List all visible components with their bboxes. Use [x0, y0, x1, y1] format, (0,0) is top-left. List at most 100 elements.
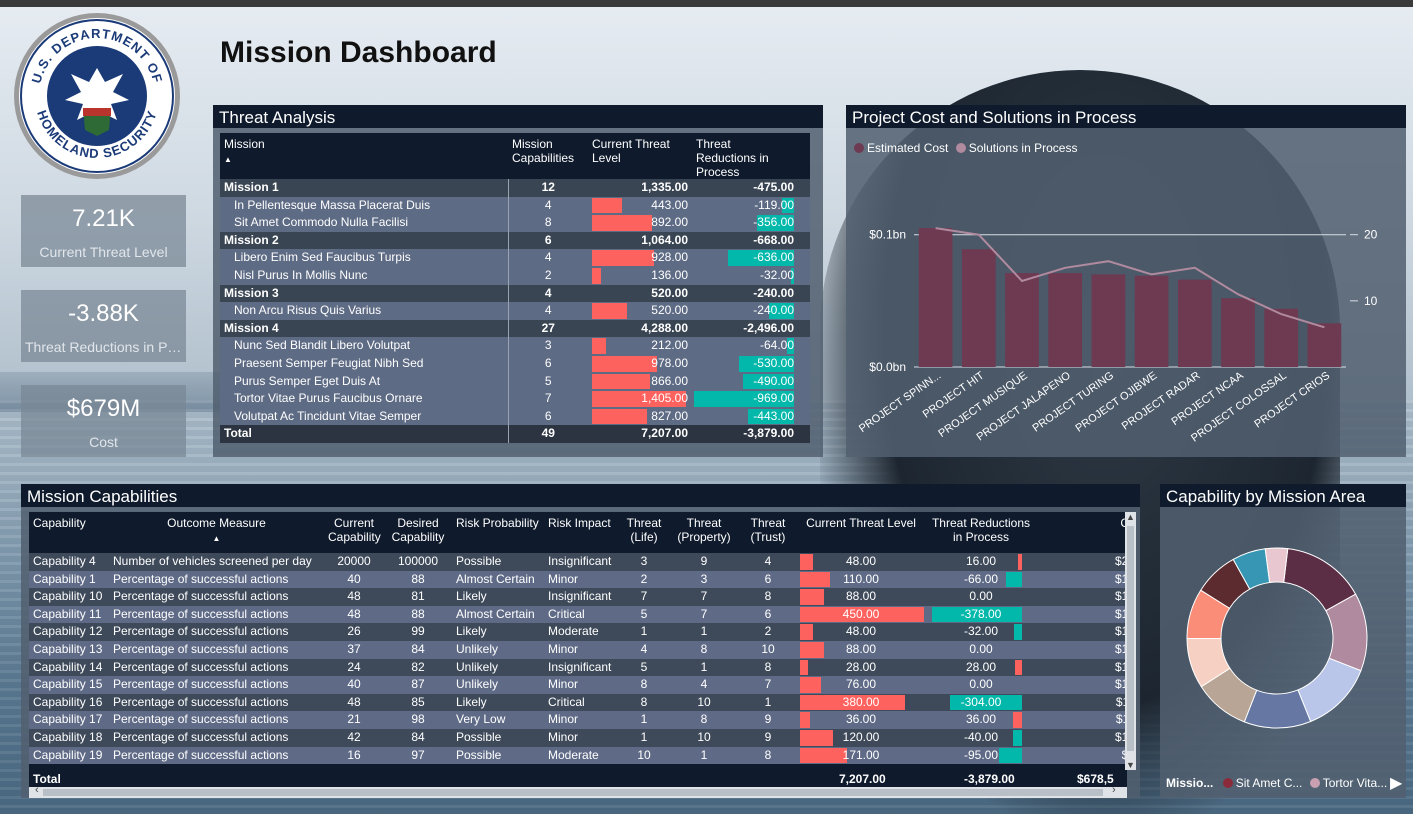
- threat-reduction-bar: [748, 408, 794, 425]
- table-row[interactable]: Capability 1 Percentage of successful act…: [29, 570, 1127, 589]
- col-header-risk-probability[interactable]: Risk Probability: [456, 516, 539, 530]
- current-capability-cell: 48: [324, 588, 384, 606]
- current-capability-cell: 40: [324, 676, 384, 694]
- legend-dot: [1309, 778, 1320, 788]
- table-row[interactable]: Capability 4 Number of vehicles screened …: [29, 553, 1127, 571]
- legend-label[interactable]: Tortor Vita...: [1322, 776, 1388, 790]
- legend-dot-solutions: [955, 143, 966, 153]
- scroll-up-icon[interactable]: ▲: [1126, 512, 1135, 522]
- threat-trust-cell: 1: [740, 693, 796, 712]
- kpi-card-current-threat[interactable]: 7.21K Current Threat Level: [21, 195, 186, 267]
- risk-impact-cell: Insignificant: [544, 588, 620, 606]
- col-header-threat-property[interactable]: Threat (Property): [677, 516, 731, 544]
- kpi-card-cost[interactable]: $679M Cost: [21, 385, 186, 457]
- cost-cell: $10,0: [1036, 676, 1127, 694]
- y-tick-label-right: 20: [1364, 228, 1378, 242]
- col-header-risk-impact[interactable]: Risk Impact: [548, 516, 611, 530]
- donut-slice[interactable]: [1264, 547, 1289, 584]
- capabilities-cell: 2: [507, 266, 588, 285]
- current-threat-bar: [592, 338, 607, 354]
- table-row[interactable]: Capability 17 Percentage of successful ac…: [29, 711, 1127, 729]
- threat-life-cell: 5: [620, 658, 668, 677]
- table-row[interactable]: Mission 4 27 4,288.00 -2,496.00: [220, 319, 810, 338]
- threat-reduction-cell: -378.00: [926, 605, 1036, 624]
- col-header-threat-life[interactable]: Threat (Life): [626, 516, 662, 544]
- col-header-capability[interactable]: Capability: [33, 516, 86, 530]
- capability-cell: Capability 13: [29, 640, 109, 659]
- kpi-value: -3.88K: [68, 300, 139, 327]
- vertical-scroll-thumb[interactable]: [1127, 526, 1134, 751]
- legend-next-arrow-icon[interactable]: ▶: [1390, 775, 1403, 792]
- horizontal-scroll-thumb[interactable]: [43, 789, 1103, 796]
- table-row[interactable]: Capability 12 Percentage of successful ac…: [29, 623, 1127, 641]
- scroll-left-icon[interactable]: ‹: [35, 784, 39, 796]
- table-row[interactable]: Capability 16 Percentage of successful ac…: [29, 693, 1127, 712]
- table-row[interactable]: Capability 11 Percentage of successful ac…: [29, 605, 1127, 624]
- threat-life-cell: 1: [620, 711, 668, 729]
- table-row[interactable]: Mission 2 6 1,064.00 -668.00: [220, 231, 810, 250]
- table-row[interactable]: Sit Amet Commodo Nulla Facilisi 8 892.00 -3…: [220, 214, 810, 232]
- col-header-capabilities[interactable]: Mission Capabilities: [512, 137, 575, 165]
- col-header-current-capability[interactable]: Current Capability: [328, 516, 381, 544]
- threat-life-cell: 7: [620, 588, 668, 606]
- table-row[interactable]: Nisl Purus In Mollis Nunc 2 136.00 -32.00: [220, 266, 810, 285]
- legend-label-estimated-cost[interactable]: Estimated Cost: [867, 141, 949, 155]
- col-header-threat-trust[interactable]: Threat (Trust): [750, 516, 786, 544]
- vertical-scrollbar[interactable]: ▲ ▼: [1125, 512, 1136, 770]
- table-row[interactable]: Purus Semper Eget Duis At 5 866.00 -490.00: [220, 372, 810, 391]
- threat-reduction-bar: [999, 747, 1022, 764]
- table-row[interactable]: Capability 13 Percentage of successful ac…: [29, 640, 1127, 659]
- col-header-current-threat-level[interactable]: Current Threat Level: [806, 516, 916, 530]
- threat-reduction-bar: [694, 391, 794, 407]
- risk-probability-cell: Likely: [452, 693, 544, 712]
- table-row[interactable]: Volutpat Ac Tincidunt Vitae Semper 6 827.0…: [220, 407, 810, 426]
- legend-label[interactable]: Sit Amet C...: [1235, 776, 1303, 790]
- threat-reduction-cell: -490.00: [692, 372, 798, 391]
- current-threat-cell: 520.00: [588, 284, 692, 303]
- kpi-card-threat-reductions[interactable]: -3.88K Threat Reductions in Process: [21, 290, 186, 362]
- current-threat-bar: [800, 589, 825, 605]
- current-threat-bar: [800, 554, 814, 570]
- table-row[interactable]: Praesent Semper Feugiat Nibh Sed 6 978.00-…: [220, 354, 810, 373]
- col-header-outcome-measure[interactable]: Outcome Measure ▲: [167, 516, 266, 543]
- table-row[interactable]: Mission 3 4 520.00 -240.00: [220, 284, 810, 303]
- threat-reduction-bar: [1018, 554, 1022, 570]
- table-row[interactable]: Total 49 7,207.00 -3,879.00: [220, 425, 810, 443]
- table-row[interactable]: Tortor Vitae Purus Faucibus Ornare 7 1,405…: [220, 390, 810, 408]
- kpi-label: Current Threat Level: [39, 244, 168, 260]
- donut-slice[interactable]: [1297, 657, 1362, 723]
- col-header-desired-capability[interactable]: Desired Capability: [391, 516, 445, 544]
- threat-reduction-cell: 0.00: [926, 640, 1036, 659]
- current-threat-cell: 36.00: [796, 711, 926, 729]
- scroll-right-icon[interactable]: ›: [1112, 784, 1116, 796]
- horizontal-scrollbar[interactable]: ‹ ›: [29, 784, 1127, 798]
- table-row[interactable]: Nunc Sed Blandit Libero Volutpat 3 212.00-…: [220, 337, 810, 355]
- scroll-down-icon[interactable]: ▼: [1126, 760, 1135, 770]
- col-header-threat-reductions[interactable]: Threat Reductions in Process: [931, 516, 1031, 544]
- capabilities-cell: 4: [507, 302, 588, 320]
- col-header-cost[interactable]: Cost: [1120, 516, 1127, 530]
- table-row[interactable]: Capability 10 Percentage of successful ac…: [29, 588, 1127, 606]
- col-header-mission[interactable]: Mission ▲: [224, 137, 265, 164]
- table-row[interactable]: Capability 15 Percentage of successful ac…: [29, 676, 1127, 694]
- threat-reduction-cell: -443.00: [692, 407, 798, 426]
- table-row[interactable]: In Pellentesque Massa Placerat Duis 4 443.…: [220, 196, 810, 215]
- legend-label-solutions[interactable]: Solutions in Process: [968, 141, 1078, 155]
- mission-name-cell: Purus Semper Eget Duis At: [220, 372, 508, 391]
- table-total-row: Total 7,207.00 -3,879.00 $678,5: [29, 770, 1127, 787]
- col-header-threat-reductions[interactable]: Threat Reductions in Process: [696, 137, 769, 179]
- table-row[interactable]: Capability 14 Percentage of successful ac…: [29, 658, 1127, 677]
- table-row[interactable]: Mission 1 12 1,335.00 -475.00: [220, 179, 810, 197]
- table-row[interactable]: Non Arcu Risus Quis Varius 4 520.00 -240.00: [220, 302, 810, 320]
- threat-reduction-bar: [781, 197, 794, 214]
- x-tick-label: PROJECT SPINN...: [857, 370, 943, 435]
- y-tick-label-right: 10: [1364, 294, 1378, 308]
- table-row[interactable]: Capability 19 Percentage of successful ac…: [29, 746, 1127, 765]
- capability-cell: Capability 17: [29, 711, 109, 729]
- outcome-measure-cell: Percentage of successful actions: [109, 728, 324, 747]
- desired-capability-cell: 87: [384, 676, 452, 694]
- col-header-current-threat[interactable]: Current Threat Level: [592, 137, 670, 165]
- table-row[interactable]: Libero Enim Sed Faucibus Turpis 4 928.00 -6…: [220, 249, 810, 267]
- table-row[interactable]: Capability 18 Percentage of successful ac…: [29, 728, 1127, 747]
- threat-trust-cell: 2: [740, 623, 796, 641]
